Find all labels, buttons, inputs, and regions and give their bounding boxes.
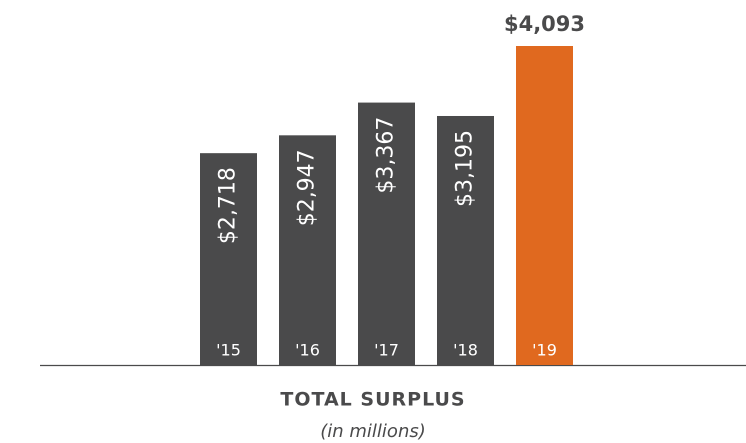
value-label: $2,718: [216, 167, 241, 244]
x-tick-label: '17: [374, 341, 399, 360]
bar: [516, 46, 573, 365]
bar: [437, 115, 494, 365]
x-tick-label: '18: [453, 341, 478, 360]
chart-subtitle: (in millions): [320, 421, 426, 442]
value-label: $4,093: [504, 12, 585, 36]
chart-title: TOTAL SURPLUS: [280, 389, 465, 411]
bar: [200, 153, 257, 365]
bar: [279, 135, 336, 365]
value-label: $3,367: [374, 117, 399, 194]
bar: [358, 102, 415, 365]
value-label: $3,195: [453, 130, 478, 207]
x-tick-label: '15: [216, 341, 241, 360]
value-label: $2,947: [295, 149, 320, 226]
x-tick-label: '16: [295, 341, 320, 360]
x-tick-label: '19: [532, 341, 557, 360]
